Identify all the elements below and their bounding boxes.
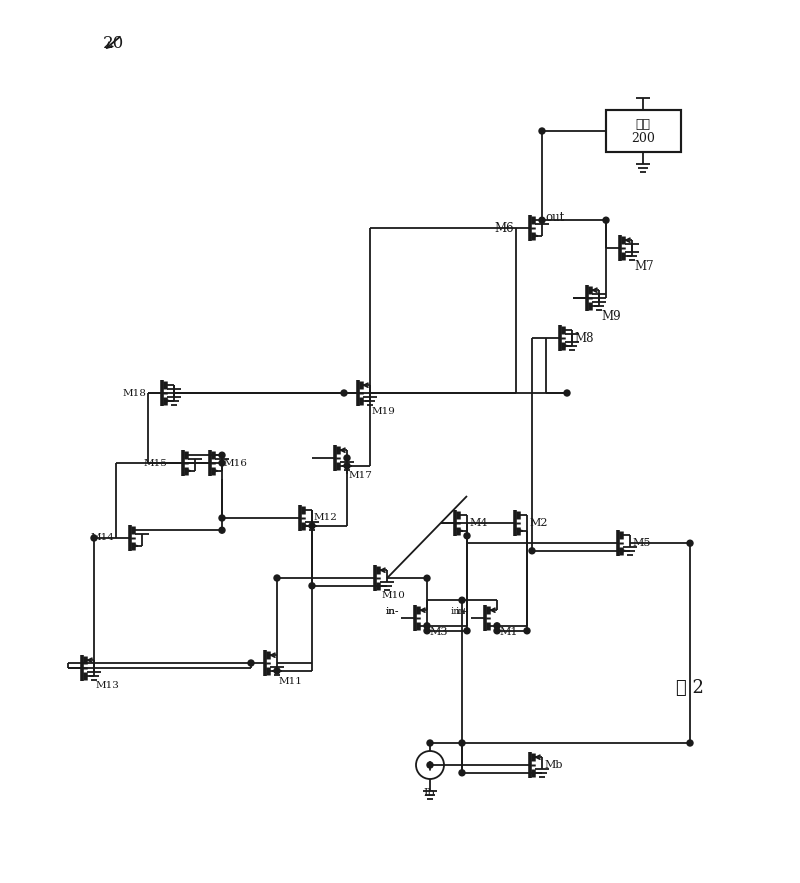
Circle shape [427,740,433,746]
Text: M1: M1 [499,627,518,637]
Bar [606,110,681,152]
Circle shape [687,740,693,746]
Circle shape [494,623,500,629]
Text: M9: M9 [601,310,621,322]
Text: M3: M3 [429,627,447,637]
Text: out: out [545,211,564,223]
Circle shape [309,583,315,589]
Text: 负载: 负载 [635,117,650,131]
Circle shape [344,463,350,469]
Text: 20: 20 [102,34,124,51]
Text: M10: M10 [382,592,406,600]
Text: M7: M7 [634,260,654,273]
Text: 200: 200 [631,132,655,145]
Text: in+: in+ [450,608,469,616]
Circle shape [274,575,280,581]
Text: M8: M8 [574,331,594,344]
Circle shape [219,460,225,466]
Text: M16: M16 [224,458,248,467]
Circle shape [539,128,545,134]
Circle shape [459,770,465,776]
Circle shape [687,540,693,547]
Text: M4: M4 [469,518,487,528]
Circle shape [219,527,225,533]
Circle shape [424,623,430,629]
Circle shape [341,390,347,396]
Circle shape [539,217,545,223]
Text: in-: in- [386,608,399,616]
Circle shape [564,390,570,396]
Text: in-: in- [455,608,469,616]
Text: M12: M12 [314,514,338,523]
Circle shape [424,575,430,581]
Circle shape [464,532,470,539]
Text: Ib: Ib [423,788,435,798]
Circle shape [309,523,315,529]
Circle shape [274,668,280,674]
Text: M5: M5 [632,538,650,548]
Text: M13: M13 [96,682,120,691]
Circle shape [91,535,97,541]
Circle shape [344,455,350,461]
Text: M14: M14 [90,533,114,542]
Text: M18: M18 [122,389,146,397]
Circle shape [529,547,535,554]
Text: in-: in- [386,608,399,616]
Text: Mb: Mb [544,760,562,770]
Circle shape [248,660,254,666]
Text: M11: M11 [279,676,303,685]
Circle shape [524,628,530,634]
Text: M15: M15 [143,458,167,467]
Circle shape [459,597,465,603]
Circle shape [219,515,225,521]
Circle shape [603,217,609,223]
Circle shape [424,628,430,634]
Text: M17: M17 [349,472,373,480]
Text: M19: M19 [372,406,396,416]
Text: M2: M2 [529,518,547,528]
Circle shape [494,628,500,634]
Circle shape [219,452,225,458]
Text: 图 2: 图 2 [676,679,704,697]
Text: M6: M6 [494,222,514,235]
Circle shape [459,740,465,746]
Circle shape [427,762,433,768]
Circle shape [464,628,470,634]
